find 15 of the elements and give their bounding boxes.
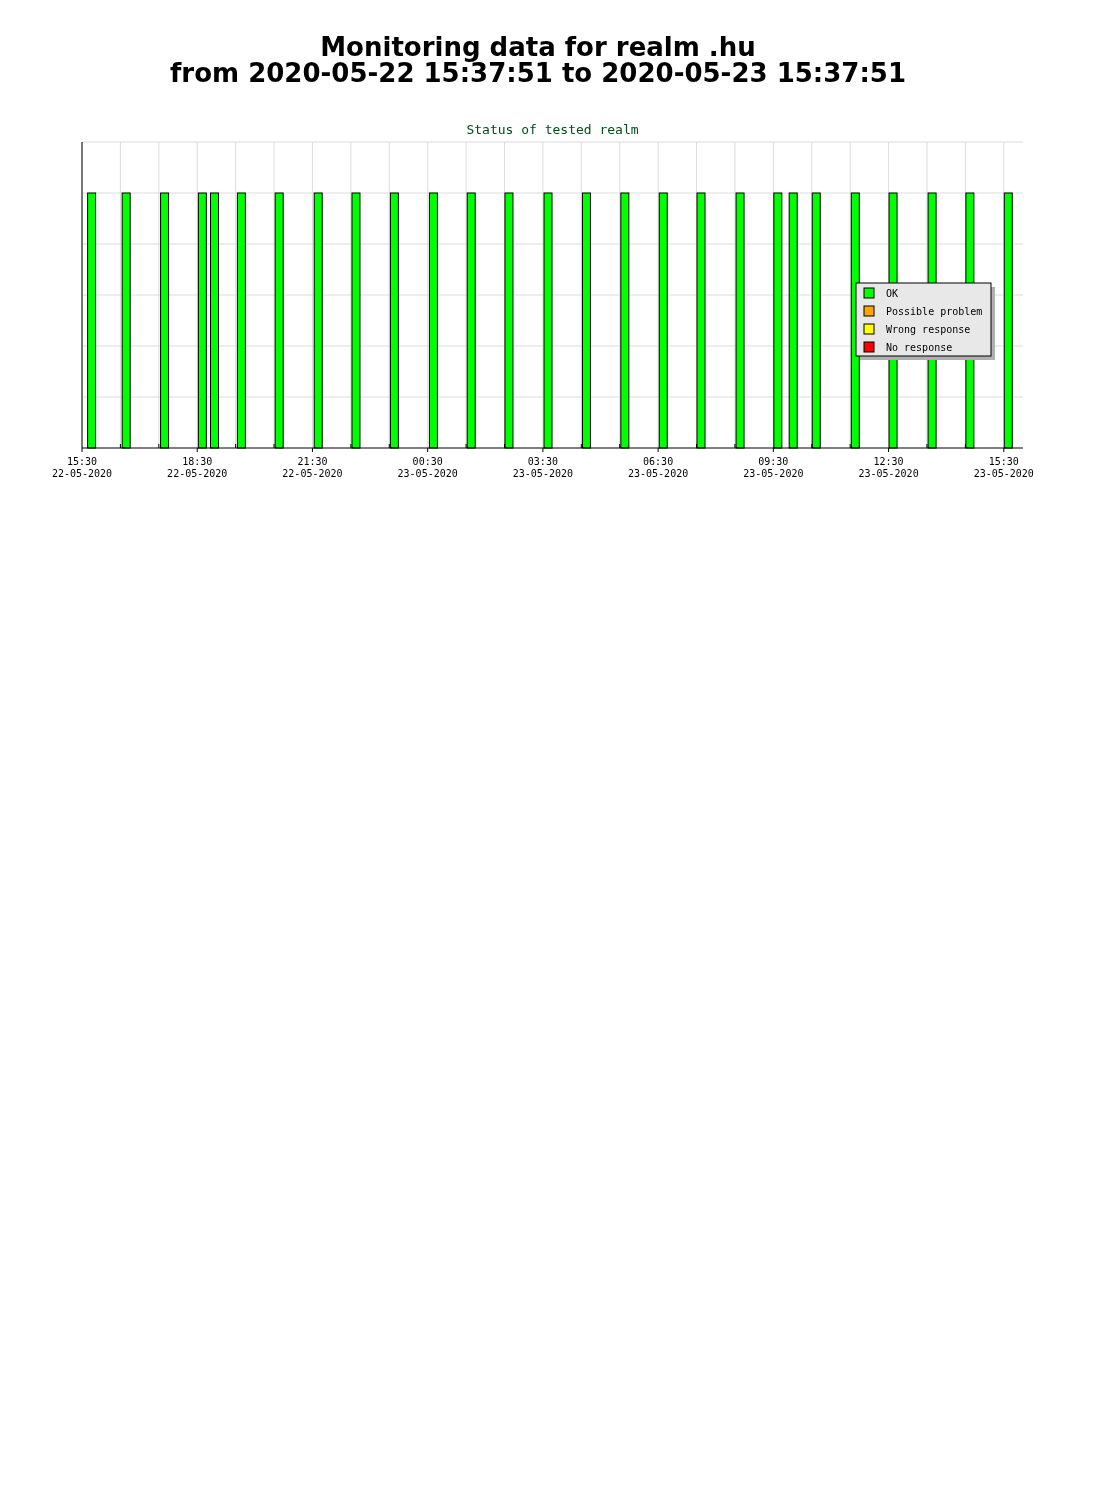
- x-tick-label: 18:30 22-05-2020: [167, 456, 228, 479]
- legend-label: OK: [886, 288, 899, 299]
- legend-label: No response: [886, 342, 953, 353]
- x-tick-label: 15:30 22-05-2020: [51, 456, 113, 479]
- chart-title: Monitoring data for realm .hu: [320, 32, 756, 62]
- x-tick-label: 21:30 22-05-2020: [282, 456, 343, 479]
- x-tick-label: 09:30 23-05-2020: [743, 456, 804, 479]
- x-tick-label: 12:30 23-05-2020: [858, 456, 919, 479]
- x-tick-label: 06:30 23-05-2020: [628, 456, 689, 479]
- x-tick-label: 15:30 23-05-2020: [973, 456, 1034, 479]
- legend-label: Possible problem: [886, 306, 983, 317]
- text: Status of tested realm: [466, 122, 639, 137]
- x-tick-label: 00:30 23-05-2020: [397, 456, 458, 479]
- legend-label: Wrong response: [886, 324, 971, 335]
- x-tick-label: 03:30 23-05-2020: [512, 456, 574, 479]
